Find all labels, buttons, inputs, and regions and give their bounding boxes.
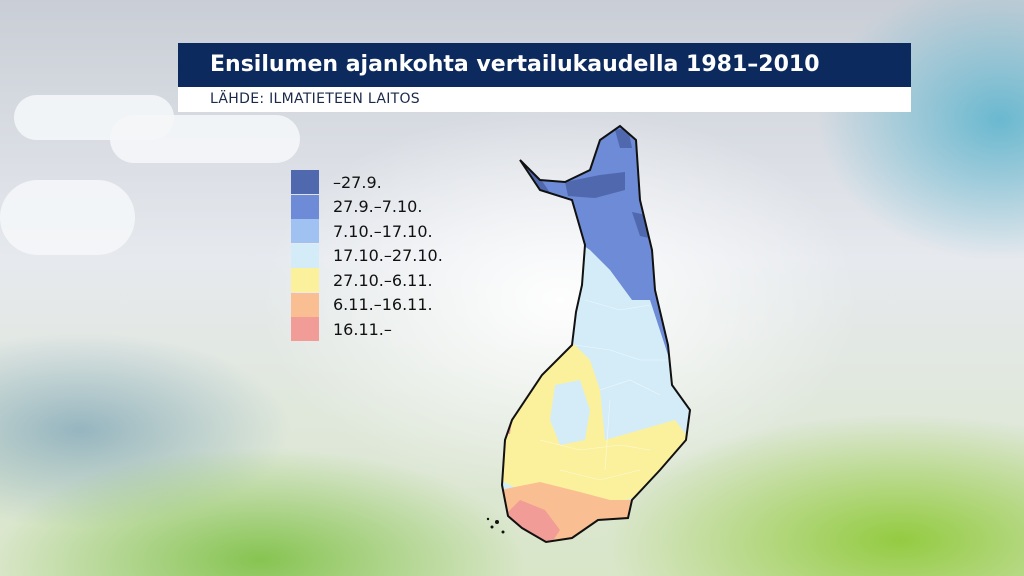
legend-item: 16.11.– [291, 317, 443, 342]
map-zone-southwest [502, 500, 560, 542]
legend-item: 27.9.–7.10. [291, 194, 443, 220]
legend-swatch [291, 170, 319, 195]
source-label: LÄHDE: ILMATIETEEN LAITOS [178, 87, 911, 112]
legend-swatch [291, 268, 319, 293]
legend-item: 6.11.–16.11. [291, 292, 443, 318]
legend-label: 16.11.– [333, 319, 392, 339]
legend-swatch [291, 219, 319, 244]
legend-label: 6.11.–16.11. [333, 295, 433, 315]
archipelago-islands [486, 517, 505, 534]
map-zone-lake-region [550, 380, 590, 445]
map-zone-fells-north [565, 172, 625, 198]
cloud-decoration [110, 115, 300, 163]
legend-label: –27.9. [333, 172, 382, 192]
legend-label: 27.10.–6.11. [333, 270, 433, 290]
legend-item: 17.10.–27.10. [291, 243, 443, 269]
legend-item: 7.10.–17.10. [291, 219, 443, 244]
map-border [500, 124, 692, 544]
legend-swatch [291, 317, 319, 342]
legend-label: 17.10.–27.10. [333, 246, 443, 266]
legend-label: 7.10.–17.10. [333, 221, 433, 241]
legend-swatch [291, 292, 319, 317]
legend-item: 27.10.–6.11. [291, 268, 443, 293]
legend-swatch [291, 194, 319, 219]
map-region-borders [539, 299, 668, 481]
finland-map [486, 124, 692, 544]
map-zone-west-inland [502, 340, 690, 505]
legend-item: –27.9. [291, 170, 443, 195]
legend-swatch [291, 243, 319, 268]
legend-label: 27.9.–7.10. [333, 197, 423, 217]
page-title: Ensilumen ajankohta vertailukaudella 198… [178, 43, 911, 87]
legend: –27.9. 27.9.–7.10. 7.10.–17.10. 17.10.–2… [291, 170, 443, 342]
cloud-decoration [0, 180, 135, 255]
